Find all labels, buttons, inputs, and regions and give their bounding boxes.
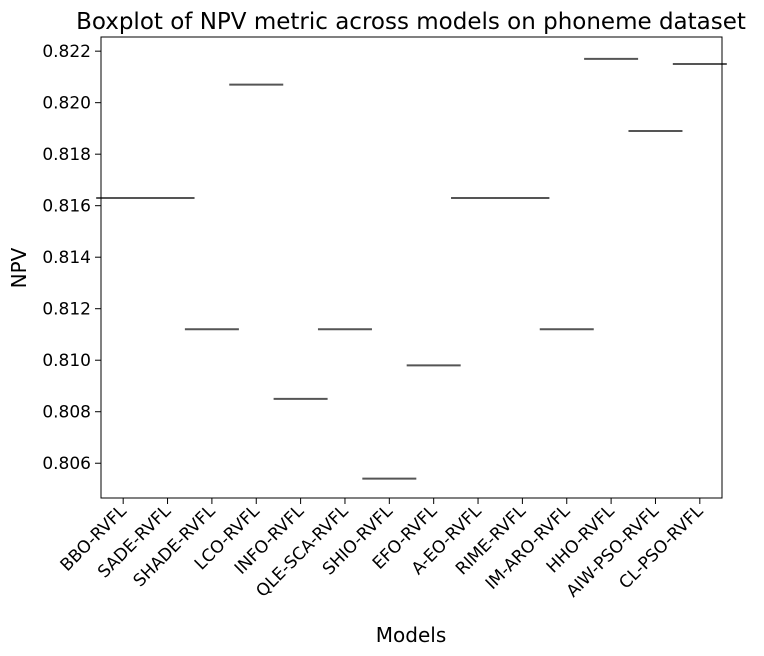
y-axis-label: NPV [7,247,31,288]
y-tick-label: 0.806 [42,454,91,474]
x-axis-ticks: BBO-RVFLSADE-RVFLSHADE-RVFLLCO-RVFLINFO-… [57,498,708,602]
y-axis-ticks: 0.806 0.808 0.810 0.812 0.814 0.816 0.818 0.820… [42,42,101,474]
y-tick-label: 0.808 [42,403,91,423]
y-tick-label: 0.818 [42,145,91,165]
x-axis-label: Models [376,623,446,647]
y-tick-label: 0.816 [42,197,91,217]
y-tick-label: 0.810 [42,351,91,371]
y-tick-label: 0.820 [42,94,91,114]
y-tick-label: 0.822 [42,42,91,62]
y-tick-label: 0.812 [42,300,91,320]
y-tick-label: 0.814 [42,248,91,268]
plot-frame [100,36,723,499]
box-marks [96,57,727,480]
chart-title: Boxplot of NPV metric across models on p… [76,9,746,35]
